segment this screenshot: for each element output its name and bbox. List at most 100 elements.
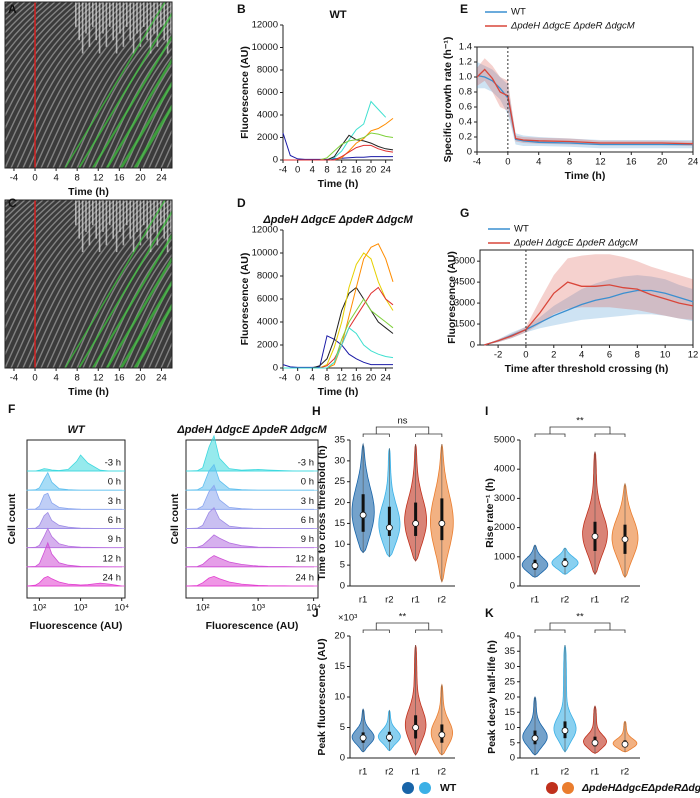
legend-label: WT	[511, 7, 526, 18]
cell-column	[105, 200, 108, 246]
x-tick-label: -4	[10, 373, 18, 384]
cell-column	[122, 2, 125, 47]
median-dot	[438, 520, 446, 527]
cell-trace	[58, 2, 170, 168]
cell-trace	[52, 200, 164, 368]
fluorescent-trace	[119, 279, 172, 368]
x-tick-label: r2	[385, 595, 393, 606]
fluorescent-trace	[133, 302, 172, 368]
frame	[26, 439, 126, 599]
y-tick-label: 10	[504, 722, 515, 733]
cell-column	[81, 2, 84, 54]
significance-label: **	[399, 612, 407, 623]
y-tick-label: 0	[467, 147, 472, 158]
cell-column	[170, 200, 172, 232]
row-label: 6 h	[108, 515, 121, 526]
cell-trace	[10, 2, 122, 168]
chart-title: ΔpdeH ΔdgcE ΔpdeR ΔdgcM	[262, 214, 413, 226]
cell-column	[78, 200, 80, 239]
y-tick-label: 4000	[257, 317, 278, 328]
y-tick-label: 1.4	[459, 42, 472, 53]
x-axis-label: Time (h)	[318, 386, 359, 398]
y-tick-label: 20	[334, 497, 345, 508]
median-dot	[359, 511, 367, 519]
cell-column	[149, 200, 152, 253]
x-tick-label: 16	[114, 373, 125, 384]
x-tick-label: 20	[657, 157, 668, 168]
cell-trace	[5, 200, 44, 239]
x-tick-label: 4	[310, 373, 315, 384]
fluorescent-trace	[92, 233, 172, 368]
data-line	[484, 281, 694, 346]
median-dot	[385, 524, 393, 531]
panel-letter: C	[8, 196, 17, 210]
median-dot	[412, 724, 420, 731]
x-tick-label: 10⁴	[114, 603, 129, 614]
cell-column	[153, 2, 155, 34]
fluorescent-trace	[64, 200, 166, 368]
legend-label: ΔpdeH ΔdgcE ΔpdeR ΔdgcM	[513, 238, 638, 249]
confidence-band	[484, 275, 693, 345]
x-tick-label: 10³	[74, 603, 88, 614]
panel-letter: A	[8, 2, 17, 16]
significance-bracket	[534, 622, 626, 633]
y-tick-label: 2000	[494, 522, 515, 533]
y-axis-label: Cell count	[6, 493, 18, 544]
y-tick-label: 1.0	[459, 72, 472, 83]
cell-column	[88, 200, 91, 246]
x-tick-label: 8	[324, 165, 329, 176]
cell-column	[92, 200, 94, 226]
y-axis-label: Cell count	[169, 493, 181, 544]
x-tick-label: 2	[551, 350, 556, 361]
data-line	[283, 144, 394, 161]
cell-trace	[5, 200, 68, 273]
x-axis-label: Time (h)	[318, 178, 359, 190]
y-tick-label: 12000	[252, 225, 278, 236]
y-tick-label: 12000	[252, 20, 278, 31]
legend-label: ΔpdeH ΔdgcE ΔpdeR ΔdgcM	[510, 21, 635, 32]
cell-column	[78, 2, 80, 41]
x-tick-label: r1	[591, 595, 599, 606]
y-tick-label: 5	[340, 722, 345, 733]
cell-column	[85, 200, 87, 232]
row-label: 12 h	[103, 553, 122, 564]
fluorescent-trace	[64, 2, 166, 168]
x-tick-label: 10²	[196, 603, 210, 614]
panel-letter: D	[237, 196, 246, 210]
x-axis-label: Time (h)	[565, 170, 606, 182]
median-dot	[412, 520, 420, 527]
x-tick-label: 8	[635, 350, 640, 361]
cell-column	[102, 200, 104, 232]
y-tick-label: 6000	[454, 256, 475, 267]
y-tick-label: 4000	[257, 110, 278, 121]
cell-trace	[112, 54, 172, 168]
cell-column	[153, 200, 155, 232]
cell-trace	[106, 46, 172, 168]
cell-trace	[142, 104, 172, 168]
legend-dot	[402, 782, 414, 794]
cell-column	[119, 2, 121, 34]
cell-trace	[5, 200, 80, 293]
cell-trace	[5, 2, 38, 34]
panel-letter: H	[312, 404, 321, 418]
cell-column	[143, 200, 145, 226]
cell-column	[174, 200, 176, 245]
y-tick-label: 15	[504, 707, 515, 718]
cell-column	[129, 2, 131, 41]
y-tick-label: 0	[510, 581, 515, 592]
cell-column	[163, 2, 165, 41]
y-tick-label: 4000	[494, 464, 515, 475]
legend-label: WT	[440, 782, 457, 794]
cell-column	[98, 2, 101, 54]
median-dot	[438, 731, 446, 739]
cell-trace	[5, 2, 74, 84]
x-tick-label: 4	[310, 165, 315, 176]
chart-title: WT	[329, 9, 346, 21]
frame	[479, 249, 694, 346]
cell-column	[149, 2, 152, 54]
x-tick-label: 24	[156, 373, 167, 384]
iqr-bar	[387, 506, 391, 536]
x-axis-label: Time (h)	[68, 186, 109, 198]
x-tick-label: -4	[279, 373, 287, 384]
